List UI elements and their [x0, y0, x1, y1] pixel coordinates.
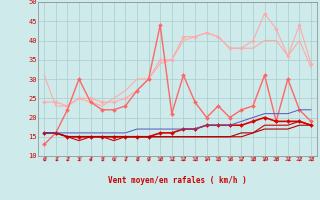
Text: ↓: ↓ [86, 156, 95, 164]
Text: ↓: ↓ [40, 156, 48, 164]
Text: ↓: ↓ [226, 156, 234, 164]
Text: ↓: ↓ [98, 156, 106, 164]
Text: ↓: ↓ [260, 156, 269, 164]
Text: ↓: ↓ [156, 156, 164, 164]
X-axis label: Vent moyen/en rafales ( km/h ): Vent moyen/en rafales ( km/h ) [108, 176, 247, 185]
Text: ↓: ↓ [179, 156, 188, 164]
Text: ↓: ↓ [75, 156, 83, 164]
Text: ↓: ↓ [133, 156, 141, 164]
Text: ↓: ↓ [214, 156, 222, 164]
Text: ↓: ↓ [191, 156, 199, 164]
Text: ↓: ↓ [295, 156, 303, 164]
Text: ↓: ↓ [237, 156, 245, 164]
Text: ↓: ↓ [145, 156, 153, 164]
Text: ↓: ↓ [307, 156, 315, 164]
Text: ↓: ↓ [284, 156, 292, 164]
Text: ↓: ↓ [63, 156, 71, 164]
Text: ↓: ↓ [121, 156, 130, 164]
Text: ↓: ↓ [249, 156, 257, 164]
Text: ↓: ↓ [272, 156, 280, 164]
Text: ↓: ↓ [168, 156, 176, 164]
Text: ↓: ↓ [52, 156, 60, 164]
Text: ↓: ↓ [203, 156, 211, 164]
Text: ↓: ↓ [110, 156, 118, 164]
